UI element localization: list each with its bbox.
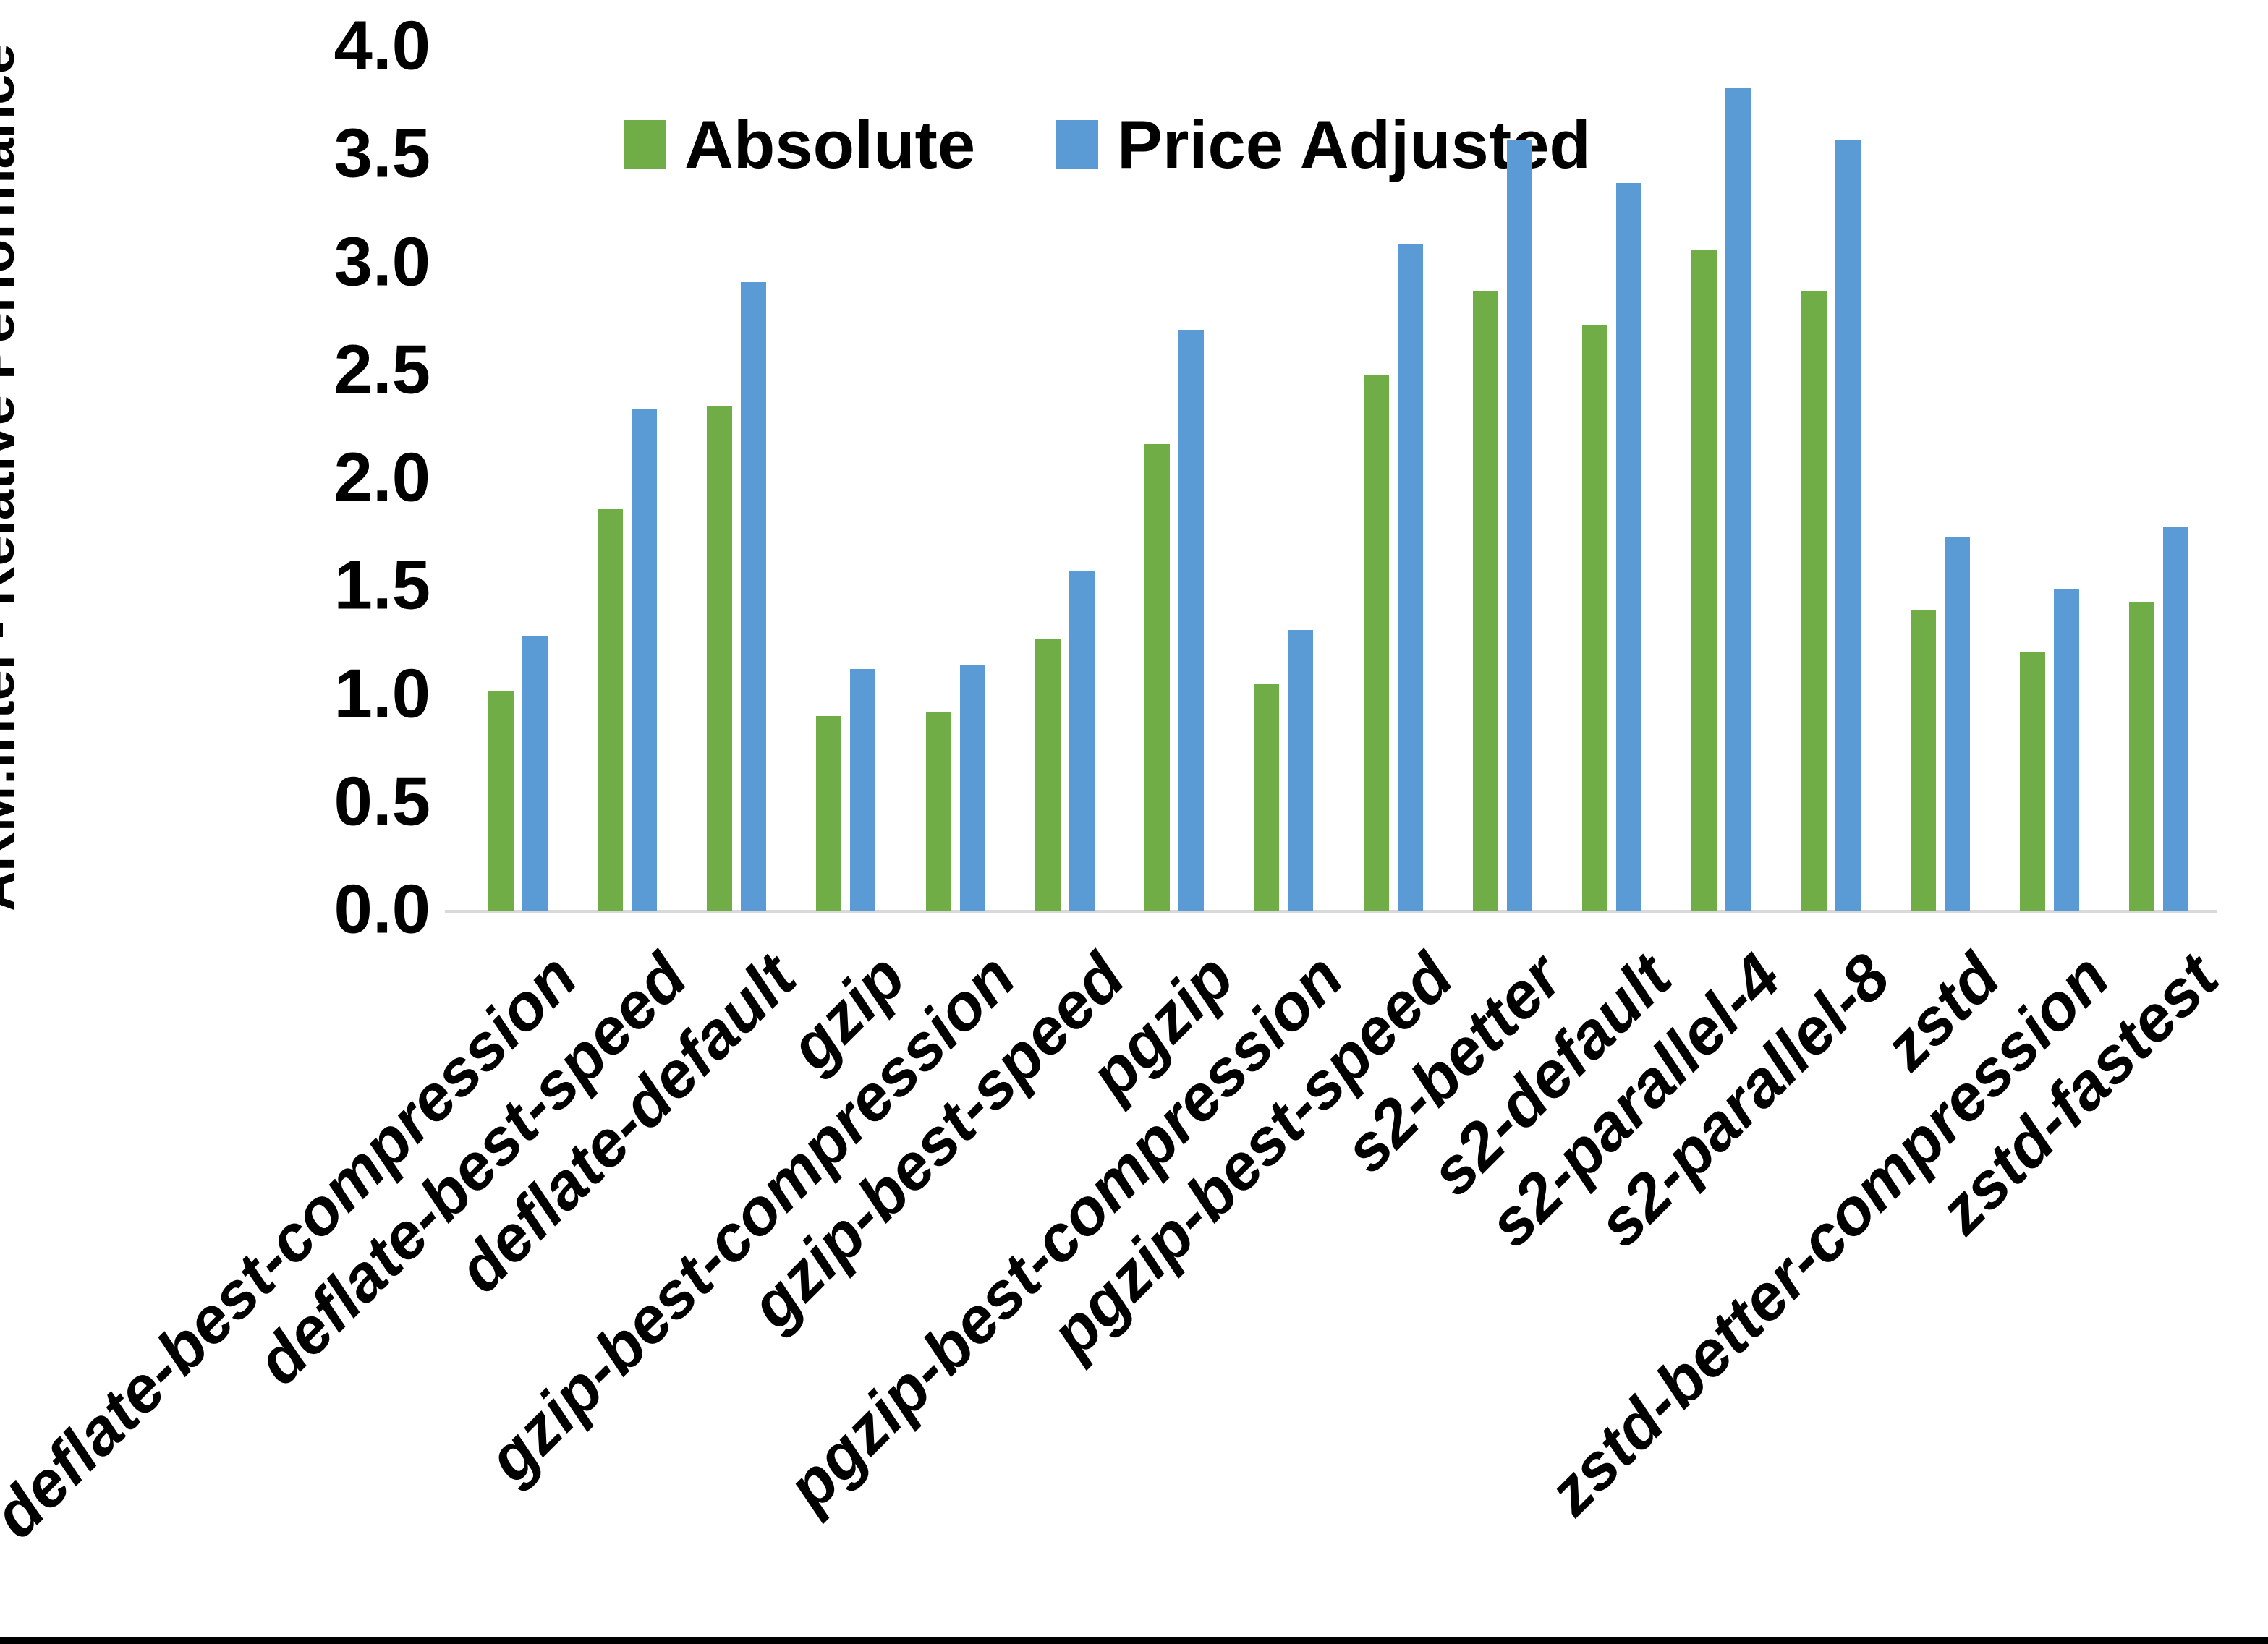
bar-absolute-gzip-best-compression <box>925 712 951 911</box>
bottom-border <box>0 1637 2268 1644</box>
bar-absolute-deflate-best-compression <box>488 690 514 911</box>
bar-price-adjusted-deflate-default <box>741 282 767 911</box>
x-axis-line <box>445 910 2217 913</box>
bar-absolute-pgzip-best-compression <box>1254 683 1280 911</box>
bar-price-adjusted-pgzip-best-speed <box>1397 243 1423 911</box>
legend-label-absolute: Absolute <box>684 106 976 182</box>
bar-price-adjusted-zstd-better-compression <box>2054 589 2080 911</box>
legend-item-absolute: Absolute <box>624 106 975 184</box>
bar-absolute-deflate-best-speed <box>597 508 623 911</box>
bar-price-adjusted-s2-default <box>1616 183 1642 911</box>
y-tick-label: 0.0 <box>334 870 430 948</box>
y-tick-label: 1.0 <box>334 655 430 733</box>
legend-swatch-absolute <box>624 120 666 169</box>
y-tick-label: 2.0 <box>334 438 430 516</box>
y-tick-label: 3.0 <box>334 223 430 301</box>
y-tick-label: 2.5 <box>334 331 430 409</box>
bar-price-adjusted-zstd-fastest <box>2163 526 2189 911</box>
bar-absolute-s2-parallel-8 <box>1801 291 1827 911</box>
y-tick-label: 4.0 <box>334 7 430 85</box>
bar-absolute-pgzip <box>1144 444 1171 911</box>
bar-absolute-s2-parallel-4 <box>1691 250 1717 911</box>
bar-absolute-s2-default <box>1582 325 1608 911</box>
bar-absolute-deflate-default <box>707 405 733 911</box>
bar-absolute-pgzip-best-speed <box>1363 375 1389 911</box>
y-tick-label: 0.5 <box>334 762 430 840</box>
bar-price-adjusted-s2-parallel-8 <box>1835 140 1861 911</box>
bar-price-adjusted-s2-better <box>1506 140 1532 911</box>
bar-price-adjusted-s2-parallel-4 <box>1725 88 1751 911</box>
bar-absolute-zstd-better-compression <box>2020 651 2046 911</box>
bar-price-adjusted-pgzip-best-compression <box>1288 629 1314 911</box>
bar-price-adjusted-gzip <box>850 668 876 911</box>
legend-swatch-price-adjusted <box>1056 120 1099 169</box>
bar-price-adjusted-gzip-best-speed <box>1069 571 1095 911</box>
bar-absolute-gzip-best-speed <box>1035 638 1061 911</box>
y-tick-label: 3.5 <box>334 114 430 192</box>
bar-price-adjusted-zstd <box>1944 537 1970 911</box>
bar-price-adjusted-gzip-best-compression <box>959 664 985 911</box>
bar-absolute-gzip <box>816 716 842 911</box>
bar-absolute-s2-better <box>1472 291 1498 911</box>
y-tick-label: 1.5 <box>334 546 430 624</box>
bar-price-adjusted-pgzip <box>1178 330 1205 911</box>
bar-absolute-zstd <box>1910 610 1936 911</box>
bar-absolute-zstd-fastest <box>2129 602 2155 911</box>
bar-price-adjusted-deflate-best-compression <box>522 636 548 911</box>
bar-price-adjusted-deflate-best-speed <box>631 409 657 911</box>
